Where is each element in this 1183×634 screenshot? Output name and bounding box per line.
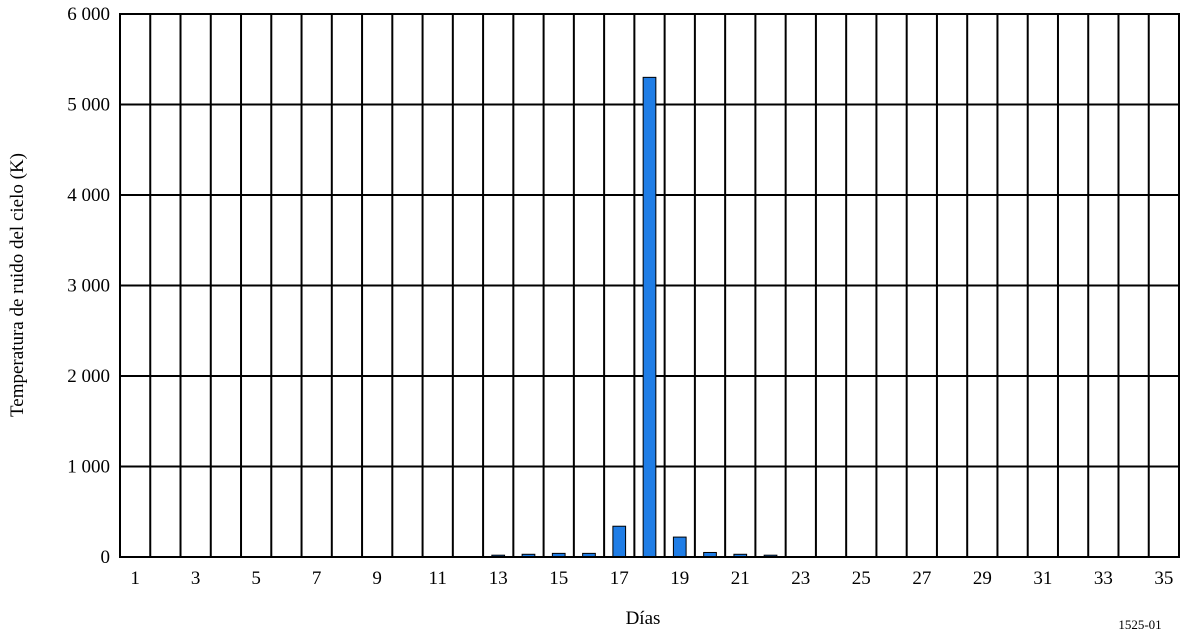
x-tick-label: 35 [1154,568,1173,589]
y-axis-label: Temperatura de ruido del cielo (K) [7,153,28,417]
x-tick-label: 15 [549,568,568,589]
x-axis-label: Días [626,608,661,629]
bar-day-18 [642,76,657,558]
y-tick-label: 6 000 [67,4,110,25]
bar-day-17 [612,525,627,558]
y-tick-label: 0 [101,547,111,568]
x-tick-labels: 1 3 5 7 9 11 13 15 17 19 21 23 25 27 29 31 33 35 [130,568,1173,589]
x-tick-label: 5 [251,568,261,589]
x-tick-label: 31 [1033,568,1052,589]
x-tick-label: 17 [610,568,629,589]
bars [491,76,778,558]
y-tick-label: 5 000 [67,95,110,116]
x-tick-label: 29 [973,568,992,589]
y-tick-label: 3 000 [67,276,110,297]
x-tick-label: 7 [312,568,322,589]
x-tick-label: 11 [429,568,447,589]
y-tick-label: 2 000 [67,366,110,387]
x-tick-label: 23 [791,568,810,589]
x-tick-label: 13 [489,568,508,589]
y-tick-label: 4 000 [67,185,110,206]
y-tick-label: 1 000 [67,457,110,478]
y-tick-labels: 0 1 000 2 000 3 000 4 000 5 000 6 000 [67,4,110,568]
x-tick-label: 9 [372,568,382,589]
figure-id: 1525-01 [1118,617,1161,632]
grid-lines [120,14,1179,557]
x-tick-label: 27 [912,568,931,589]
x-tick-label: 21 [731,568,750,589]
x-tick-label: 33 [1094,568,1113,589]
x-tick-label: 19 [670,568,689,589]
plot-frame [119,13,1180,558]
x-tick-label: 3 [191,568,201,589]
bar-day-19 [672,536,687,558]
x-tick-label: 1 [130,568,140,589]
x-tick-label: 25 [852,568,871,589]
